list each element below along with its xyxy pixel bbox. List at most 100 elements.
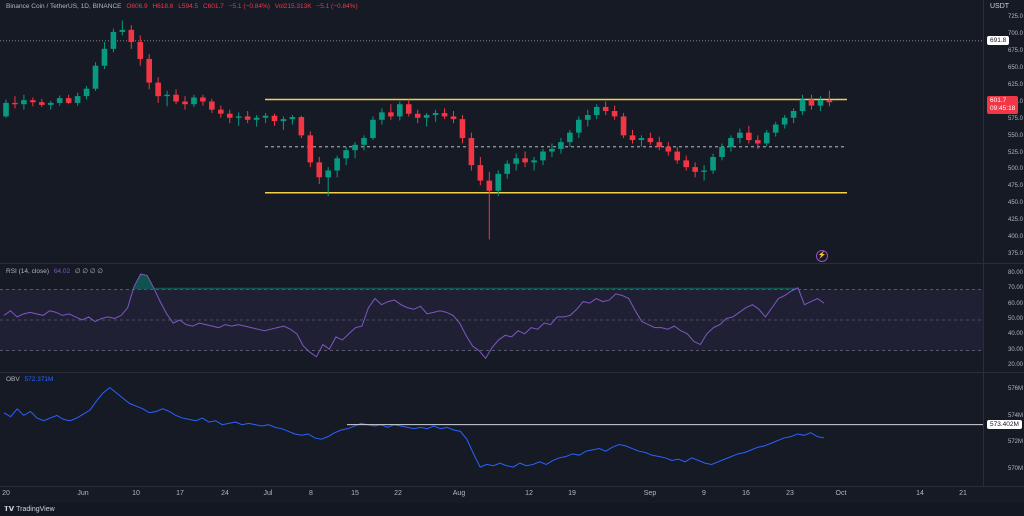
- candle-body: [21, 100, 27, 105]
- candle-body: [602, 106, 609, 111]
- price-tick-label: 400.0: [1007, 234, 1023, 241]
- candle-body: [200, 97, 206, 102]
- candle-body: [56, 98, 63, 103]
- candle-body: [647, 138, 654, 143]
- obv-tick-label: 574M: [1007, 412, 1023, 419]
- candle-body: [146, 58, 152, 83]
- tradingview-logo[interactable]: 𝗧𝗩 TradingView: [4, 505, 55, 513]
- candle-body: [244, 116, 251, 120]
- time-axis-label: 10: [132, 490, 140, 497]
- rsi-pane[interactable]: RSI (14, close) 64.02 ∅ ∅ ∅ ∅: [0, 264, 983, 372]
- candle-body: [352, 144, 358, 151]
- candle-body: [683, 160, 689, 168]
- obv-chart[interactable]: [0, 373, 983, 486]
- rsi-legend: RSI (14, close) 64.02 ∅ ∅ ∅ ∅: [6, 267, 106, 275]
- brand-label: TradingView: [16, 506, 55, 513]
- candle-body: [531, 160, 537, 163]
- rsi-overbought-fill: [134, 274, 798, 290]
- candle-body: [39, 102, 45, 105]
- time-axis-label: Sep: [643, 490, 657, 497]
- price-tick-label: 650.0: [1007, 65, 1023, 72]
- candle-body: [65, 98, 72, 103]
- candle-body: [101, 48, 108, 66]
- time-axis-label: 20: [2, 490, 10, 497]
- obv-line: [3, 386, 825, 468]
- candle-body: [74, 96, 81, 103]
- candle-body: [710, 156, 716, 171]
- time-axis-label: 9: [702, 490, 706, 497]
- candle-body: [513, 158, 519, 164]
- price-chart[interactable]: [0, 0, 983, 263]
- price-tick-label: 375.0: [1007, 251, 1023, 257]
- candle-body: [164, 94, 170, 97]
- price-scale[interactable]: USDT 725.0700.0675.0650.0625.0600.0575.0…: [983, 0, 1024, 263]
- footer-bar: [0, 503, 1024, 516]
- currency-label[interactable]: USDT: [990, 3, 1010, 10]
- price-tick-label: 525.0: [1007, 149, 1023, 156]
- candle-body: [656, 142, 663, 147]
- candle-body: [468, 138, 475, 166]
- candle-body: [611, 111, 618, 117]
- candle-body: [817, 100, 824, 106]
- pane-divider[interactable]: [0, 263, 1024, 264]
- price-tick-label: 725.0: [1007, 14, 1023, 21]
- candle-body: [397, 104, 403, 117]
- candle-body: [540, 151, 546, 161]
- price-pane[interactable]: Binance Coin / TetherUS, 1D, BINANCE O60…: [0, 0, 983, 263]
- time-axis-label: 15: [351, 490, 359, 497]
- candle-body: [558, 142, 564, 149]
- obv-title: OBV: [6, 376, 20, 383]
- time-axis-label: Jun: [77, 490, 89, 497]
- candle-body: [253, 117, 260, 120]
- price-tick-label: 700.0: [1007, 31, 1023, 38]
- obv-tick-label: 576M: [1007, 386, 1023, 393]
- candle-body: [280, 119, 287, 122]
- time-axis-label: 14: [916, 490, 924, 497]
- obv-scale[interactable]: 576M 574M 572M 570M: [983, 373, 1024, 486]
- price-tick-label: 475.0: [1007, 183, 1023, 190]
- candle-body: [218, 109, 224, 114]
- legend-low: L594.5: [178, 3, 199, 10]
- candle-body: [235, 116, 242, 118]
- last-price-tag[interactable]: 601.7 09:45:18: [987, 95, 1019, 114]
- price-tick-label: 500.0: [1007, 166, 1023, 173]
- candle-body: [567, 132, 573, 143]
- candle-body: [495, 173, 502, 191]
- candle-body: [728, 138, 734, 147]
- obv-pane[interactable]: OBV 572.371M: [0, 373, 983, 486]
- rsi-tick-label: 60.00: [1007, 300, 1023, 307]
- rsi-tick-label: 30.00: [1007, 346, 1023, 353]
- rsi-tick-label: 70.00: [1007, 285, 1023, 292]
- candle-body: [30, 100, 36, 103]
- candle-body: [119, 29, 126, 32]
- candle-body: [755, 140, 761, 144]
- candle-body: [137, 42, 144, 59]
- candle-body: [191, 97, 197, 105]
- rsi-line: [3, 273, 825, 360]
- candle-body: [92, 65, 99, 89]
- pane-divider[interactable]: [0, 372, 1024, 373]
- rsi-tick-label: 50.00: [1007, 316, 1023, 322]
- time-axis-label: 22: [394, 490, 402, 497]
- price-tick-label: 425.0: [1007, 217, 1023, 224]
- legend-vol-change: −5.1 (−0.84%): [316, 3, 358, 10]
- rsi-tick-label: 80.00: [1007, 270, 1023, 276]
- candle-body: [110, 31, 117, 49]
- candle-body: [209, 101, 215, 110]
- candle-body: [504, 163, 510, 174]
- candle-body: [477, 165, 484, 181]
- rsi-scale[interactable]: 80.00 70.00 60.00 50.00 40.00 30.00 20.00: [983, 264, 1024, 372]
- rsi-title: RSI (14, close): [6, 268, 49, 275]
- obv-tick-label: 572M: [1007, 439, 1023, 446]
- lightning-icon[interactable]: ⚡: [816, 250, 828, 262]
- time-axis-label: Oct: [835, 490, 847, 497]
- candle-body: [799, 99, 806, 111]
- candle-body: [719, 146, 725, 157]
- rsi-chart[interactable]: [0, 264, 983, 372]
- obv-tick-label: 570M: [1007, 465, 1023, 472]
- time-axis-label: Aug: [452, 490, 466, 497]
- candle-body: [593, 106, 600, 116]
- candle-body: [549, 148, 555, 152]
- candle-body: [486, 180, 493, 191]
